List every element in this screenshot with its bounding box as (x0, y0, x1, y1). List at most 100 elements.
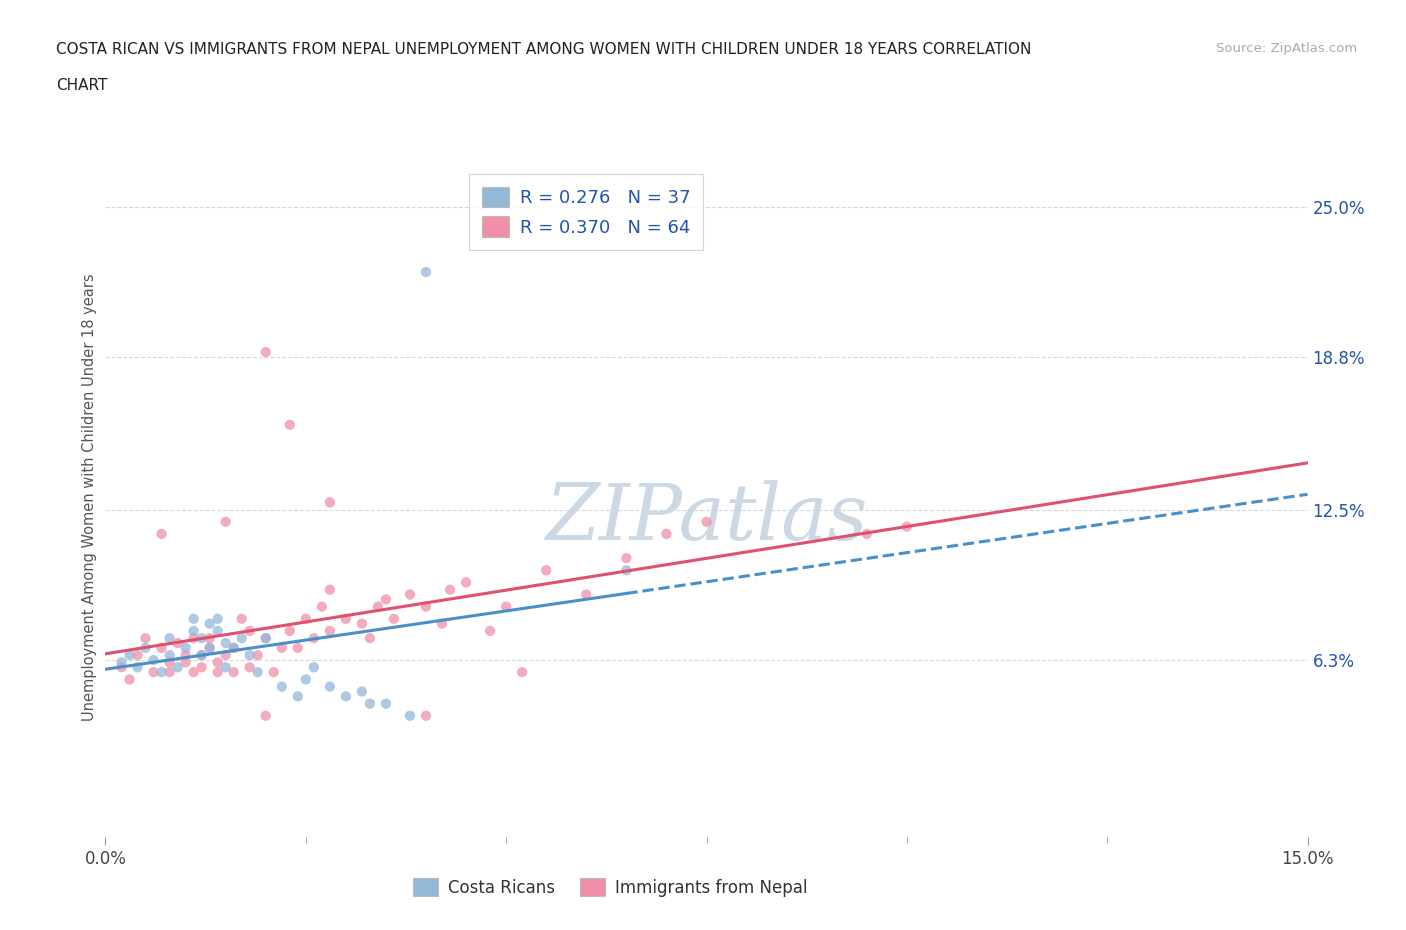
Point (254, 631, 277, 645)
Point (174, 655, 197, 670)
Point (495, 599, 517, 614)
Point (350, 684, 373, 699)
Point (319, 495, 342, 510)
Point (616, 563, 638, 578)
Point (278, 623, 301, 638)
Point (183, 665, 205, 680)
Point (207, 655, 229, 670)
Point (183, 623, 205, 638)
Point (534, 563, 557, 578)
Point (150, 641, 173, 656)
Point (239, 660, 262, 675)
Point (855, 526, 877, 541)
Text: Source: ZipAtlas.com: Source: ZipAtlas.com (1216, 42, 1357, 55)
Point (214, 660, 236, 675)
Point (295, 672, 318, 687)
Point (214, 635, 236, 650)
Point (150, 665, 173, 680)
Point (239, 623, 262, 638)
Point (198, 631, 221, 645)
Point (254, 345, 277, 360)
Point (198, 641, 221, 656)
Point (415, 709, 437, 724)
Point (183, 611, 205, 626)
Point (335, 611, 357, 626)
Point (359, 631, 381, 645)
Point (415, 599, 437, 614)
Point (616, 551, 638, 565)
Point (311, 599, 333, 614)
Point (127, 660, 149, 675)
Point (295, 611, 318, 626)
Point (118, 647, 141, 662)
Point (270, 641, 292, 656)
Point (190, 647, 212, 662)
Point (655, 526, 678, 541)
Point (110, 660, 132, 675)
Text: CHART: CHART (56, 78, 108, 93)
Point (399, 709, 422, 724)
Point (415, 265, 437, 280)
Point (142, 653, 165, 668)
Text: ZIPatlas: ZIPatlas (546, 480, 868, 556)
Point (159, 647, 181, 662)
Point (254, 709, 277, 724)
Point (254, 631, 277, 645)
Point (896, 519, 918, 534)
Point (231, 631, 253, 645)
Point (399, 587, 422, 602)
Point (350, 617, 373, 631)
Point (231, 611, 253, 626)
Point (166, 635, 188, 650)
Point (319, 623, 342, 638)
Point (278, 418, 301, 432)
Point (454, 575, 477, 590)
Point (246, 665, 269, 680)
Point (359, 697, 381, 711)
Point (302, 631, 325, 645)
Point (183, 631, 205, 645)
Point (214, 647, 236, 662)
Point (510, 665, 533, 680)
Point (190, 631, 212, 645)
Point (159, 631, 181, 645)
Point (166, 660, 188, 675)
Point (150, 526, 173, 541)
Point (335, 689, 357, 704)
Point (135, 641, 157, 656)
Point (159, 665, 181, 680)
Point (174, 647, 197, 662)
Point (439, 582, 461, 597)
Point (382, 611, 405, 626)
Point (302, 660, 325, 675)
Point (198, 641, 221, 656)
Point (374, 592, 398, 607)
Point (214, 514, 236, 529)
Point (374, 697, 398, 711)
Point (142, 665, 165, 680)
Point (319, 679, 342, 694)
Point (222, 641, 245, 656)
Point (246, 647, 269, 662)
Point (118, 672, 141, 687)
Point (287, 641, 309, 656)
Point (190, 647, 212, 662)
Point (110, 655, 132, 670)
Point (207, 665, 229, 680)
Point (222, 641, 245, 656)
Point (174, 641, 197, 656)
Point (127, 647, 149, 662)
Point (159, 655, 181, 670)
Point (696, 514, 718, 529)
Point (575, 587, 598, 602)
Point (222, 665, 245, 680)
Point (430, 617, 453, 631)
Point (198, 617, 221, 631)
Point (287, 689, 309, 704)
Point (479, 623, 502, 638)
Point (239, 647, 262, 662)
Point (190, 660, 212, 675)
Point (263, 665, 285, 680)
Point (207, 623, 229, 638)
Point (207, 611, 229, 626)
